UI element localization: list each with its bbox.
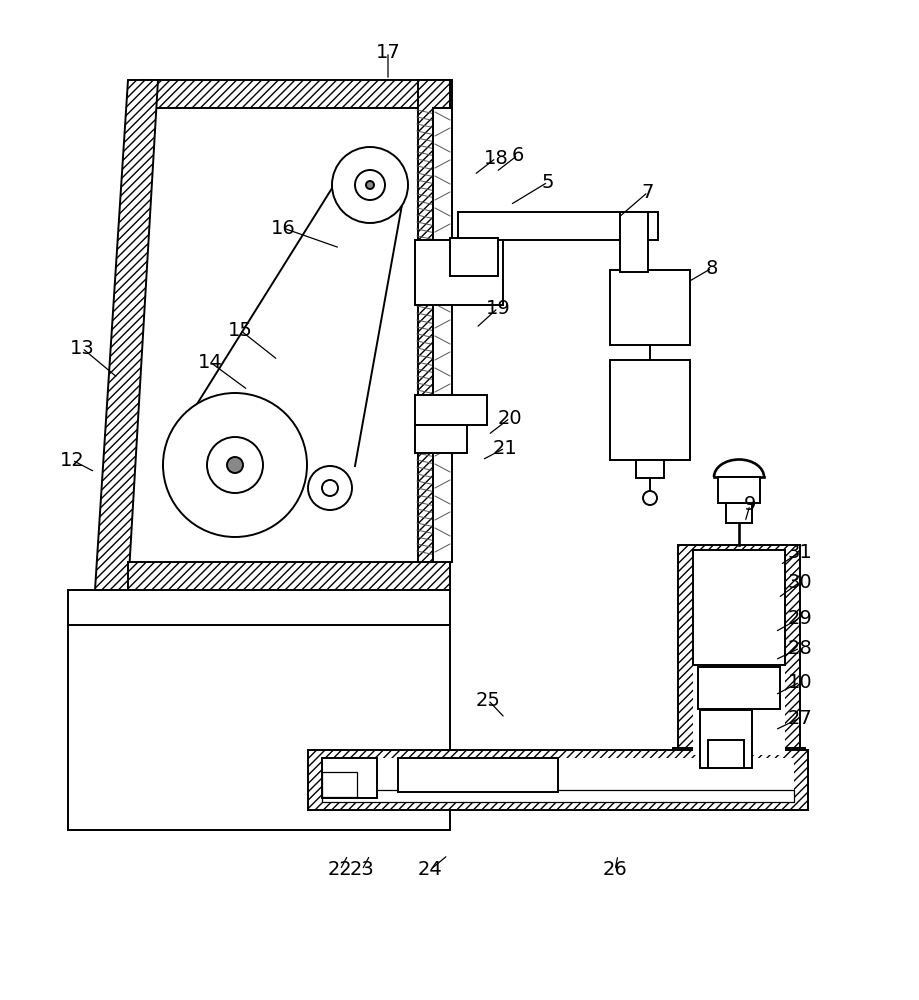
Circle shape [163, 393, 307, 537]
Text: 28: 28 [787, 638, 811, 658]
Bar [398, 758, 558, 792]
Circle shape [227, 457, 243, 473]
Bar [142, 80, 451, 108]
Text: 14: 14 [198, 353, 222, 371]
Bar [698, 667, 779, 709]
Bar [322, 758, 793, 802]
Circle shape [207, 437, 263, 493]
Text: 20: 20 [497, 408, 522, 428]
Bar [433, 108, 451, 562]
Bar [673, 748, 804, 762]
Text: 5: 5 [541, 173, 553, 192]
Text: 6: 6 [511, 146, 524, 165]
Circle shape [642, 491, 656, 505]
Text: 10: 10 [787, 672, 811, 692]
Bar [692, 550, 784, 665]
Text: 9: 9 [743, 495, 755, 514]
Bar [609, 360, 689, 460]
Circle shape [355, 170, 384, 200]
Bar [128, 562, 449, 590]
Bar [677, 545, 800, 760]
Bar [635, 460, 664, 478]
Bar [708, 740, 743, 768]
Text: 30: 30 [787, 572, 811, 591]
Text: 27: 27 [787, 708, 811, 727]
Bar [449, 238, 497, 276]
Bar [609, 270, 689, 345]
Bar [322, 758, 377, 798]
Text: 16: 16 [270, 219, 295, 238]
Text: 31: 31 [787, 542, 811, 562]
Text: 7: 7 [641, 183, 653, 202]
Text: 24: 24 [417, 860, 442, 880]
Polygon shape [95, 80, 158, 590]
Text: 26: 26 [602, 860, 627, 880]
Text: 8: 8 [705, 258, 718, 277]
Text: 12: 12 [60, 450, 85, 470]
Bar [417, 80, 449, 590]
Bar [322, 772, 357, 797]
Bar [68, 590, 449, 830]
Bar [414, 240, 503, 305]
Bar [458, 212, 657, 240]
Bar [322, 790, 793, 802]
Text: 18: 18 [483, 149, 508, 168]
Bar [692, 550, 784, 755]
Text: 29: 29 [787, 608, 811, 628]
Text: 25: 25 [475, 690, 500, 710]
Text: 15: 15 [227, 320, 252, 340]
Circle shape [308, 466, 352, 510]
Circle shape [332, 147, 407, 223]
Text: 23: 23 [349, 860, 374, 880]
Text: 21: 21 [492, 438, 516, 458]
Text: 19: 19 [485, 298, 510, 318]
Bar [414, 395, 486, 425]
Text: 13: 13 [70, 338, 95, 358]
Bar [717, 477, 759, 503]
Circle shape [366, 181, 374, 189]
Text: 17: 17 [375, 43, 400, 62]
Bar [725, 503, 751, 523]
Bar [308, 750, 807, 810]
Bar [158, 108, 415, 562]
Bar [619, 212, 647, 272]
Text: 22: 22 [327, 860, 352, 880]
Bar [699, 710, 751, 768]
Bar [414, 425, 467, 453]
Circle shape [322, 480, 337, 496]
